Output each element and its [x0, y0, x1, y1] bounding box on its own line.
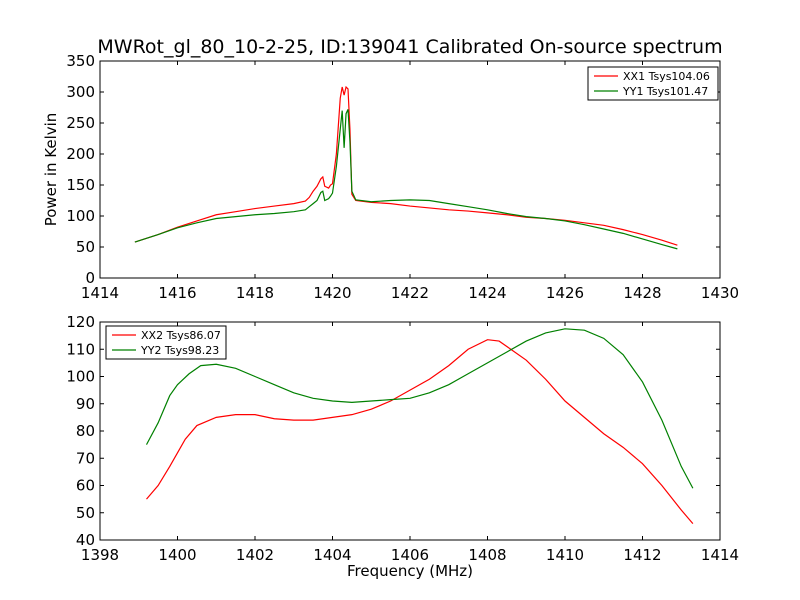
y-tick-label: 40 [76, 531, 95, 549]
y-tick-label: 200 [66, 145, 95, 163]
y-tick-label: 60 [76, 477, 95, 495]
x-tick-label: 1414 [701, 546, 739, 564]
x-tick-label: 1418 [236, 284, 274, 302]
y-tick-label: 100 [66, 207, 95, 225]
y-tick-label: 150 [66, 176, 95, 194]
x-tick-label: 1414 [81, 284, 119, 302]
y-tick-label: 250 [66, 114, 95, 132]
y-tick-label: 350 [66, 52, 95, 70]
y-tick-label: 0 [85, 269, 95, 287]
y-axis-label: Power in Kelvin [42, 113, 60, 227]
legend-label: XX2 Tsys86.07 [141, 329, 221, 342]
legend-label: YY1 Tsys101.47 [622, 85, 708, 98]
x-tick-label: 1398 [81, 546, 119, 564]
x-tick-label: 1428 [623, 284, 661, 302]
top-panel: 1414 1416 1418 1420 1422 1424 1426 1428 1430 0 50 1… [42, 52, 739, 302]
legend-label: YY2 Tsys98.23 [140, 344, 219, 357]
x-tick-label: 1412 [623, 546, 661, 564]
x-tick-label: 1400 [158, 546, 196, 564]
x-tick-label: 1416 [158, 284, 196, 302]
series-line-red [146, 339, 694, 525]
x-tick-label: 1424 [468, 284, 506, 302]
y-tick-label: 70 [76, 449, 95, 467]
y-tick-label: 100 [66, 368, 95, 386]
y-tick-label: 80 [76, 422, 95, 440]
x-tick-label: 1420 [313, 284, 351, 302]
x-tick-label: 1422 [391, 284, 429, 302]
legend-label: XX1 Tsys104.06 [623, 70, 710, 83]
series-line-green [145, 328, 694, 489]
chart-title: MWRot_gl_80_10-2-25, ID:139041 Calibrate… [97, 36, 722, 58]
x-tick-label: 1404 [313, 546, 351, 564]
x-tick-label: 1426 [546, 284, 584, 302]
y-tick-label: 300 [66, 83, 95, 101]
x-axis-label: Frequency (MHz) [347, 562, 473, 580]
x-tick-label: 1408 [468, 546, 506, 564]
bottom-panel: 1398 1400 1402 1404 1406 1408 1410 1412 1414 40 50… [66, 313, 739, 580]
x-tick-label: 1402 [236, 546, 274, 564]
y-tick-label: 50 [76, 238, 95, 256]
x-tick-label: 1430 [701, 284, 739, 302]
x-tick-label: 1406 [391, 546, 429, 564]
legend-box [105, 325, 227, 360]
legend-box [587, 66, 719, 101]
y-tick-label: 90 [76, 395, 95, 413]
y-tick-label: 120 [66, 313, 95, 331]
y-tick-label: 110 [66, 340, 95, 358]
y-tick-label: 50 [76, 504, 95, 522]
x-tick-label: 1410 [546, 546, 584, 564]
series-line-green [134, 109, 678, 250]
